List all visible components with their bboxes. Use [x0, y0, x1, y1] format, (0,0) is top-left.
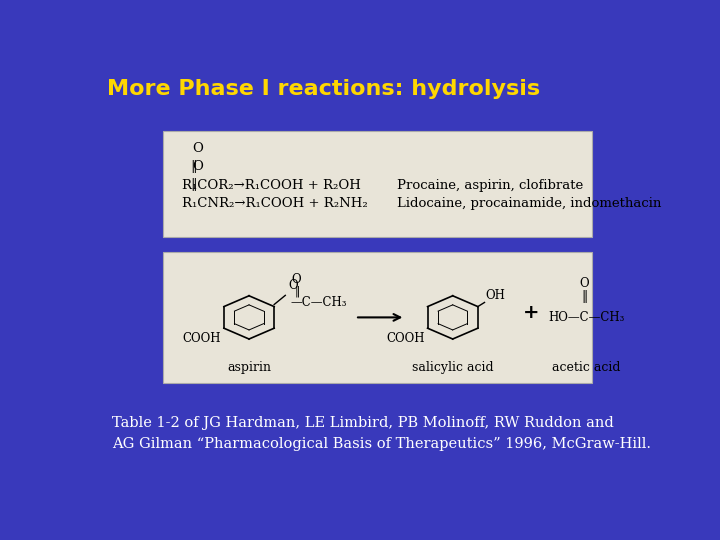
Text: O: O	[579, 278, 589, 291]
Text: Procaine, aspirin, clofibrate: Procaine, aspirin, clofibrate	[397, 179, 583, 192]
Text: ‖: ‖	[190, 178, 197, 191]
Text: More Phase I reactions: hydrolysis: More Phase I reactions: hydrolysis	[107, 79, 540, 99]
Text: O: O	[288, 280, 297, 293]
Text: R₁COR₂→R₁COOH + R₂OH: R₁COR₂→R₁COOH + R₂OH	[182, 179, 361, 192]
Text: ‖: ‖	[582, 290, 588, 303]
Text: O: O	[292, 273, 301, 286]
Text: Lidocaine, procainamide, indomethacin: Lidocaine, procainamide, indomethacin	[397, 197, 661, 210]
Text: aspirin: aspirin	[227, 361, 271, 374]
Text: +: +	[523, 304, 539, 322]
Text: acetic acid: acetic acid	[552, 361, 621, 374]
Text: COOH: COOH	[183, 332, 221, 346]
Text: —C—CH₃: —C—CH₃	[291, 296, 347, 309]
Text: Table 1-2 of JG Hardman, LE Limbird, PB Molinoff, RW Ruddon and
AG Gilman “Pharm: Table 1-2 of JG Hardman, LE Limbird, PB …	[112, 416, 652, 451]
Text: salicylic acid: salicylic acid	[412, 361, 493, 374]
Text: HO—C—CH₃: HO—C—CH₃	[549, 311, 625, 324]
FancyBboxPatch shape	[163, 131, 593, 238]
Text: OH: OH	[485, 288, 505, 302]
Text: O: O	[192, 141, 203, 155]
Text: COOH: COOH	[387, 332, 425, 346]
Text: O: O	[192, 160, 203, 173]
Text: ‖: ‖	[190, 160, 197, 173]
Text: R₁CNR₂→R₁COOH + R₂NH₂: R₁CNR₂→R₁COOH + R₂NH₂	[182, 197, 368, 210]
Text: ‖: ‖	[294, 286, 300, 298]
FancyBboxPatch shape	[163, 252, 593, 383]
